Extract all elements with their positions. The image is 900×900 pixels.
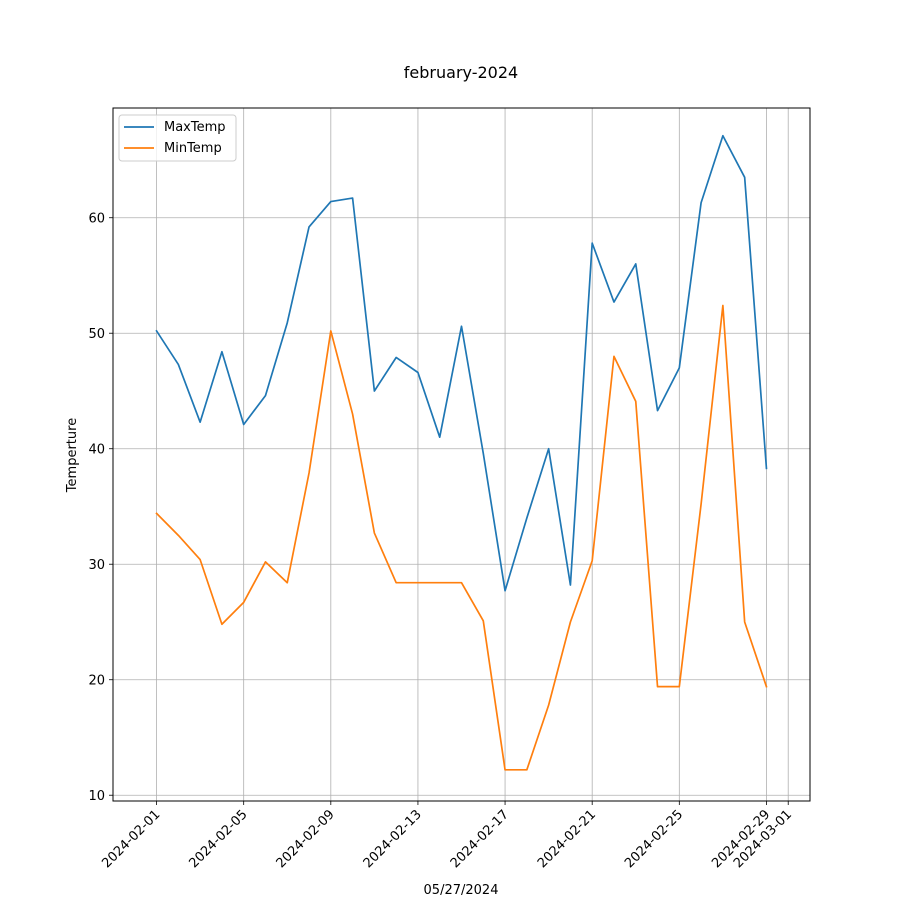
y-tick-label: 60 <box>88 212 105 227</box>
y-axis-label: Temperture <box>65 418 80 493</box>
grid-lines <box>113 108 810 801</box>
y-tick-label: 10 <box>88 789 105 804</box>
plot-frame <box>112 107 811 802</box>
legend: MaxTemp MinTemp <box>118 114 237 162</box>
legend-label-mintemp: MinTemp <box>164 141 222 156</box>
y-tick-label: 20 <box>88 674 105 689</box>
series-line-maxtemp <box>155 134 768 592</box>
chart-title: february-2024 <box>404 63 518 82</box>
y-tick-label: 50 <box>88 327 105 342</box>
y-tick-label: 30 <box>88 558 105 573</box>
y-tick-label: 40 <box>88 443 105 458</box>
x-axis-label: 05/27/2024 <box>424 883 499 898</box>
series-line-mintemp <box>155 304 768 771</box>
legend-label-maxtemp: MaxTemp <box>164 120 226 135</box>
series-lines <box>155 134 768 771</box>
